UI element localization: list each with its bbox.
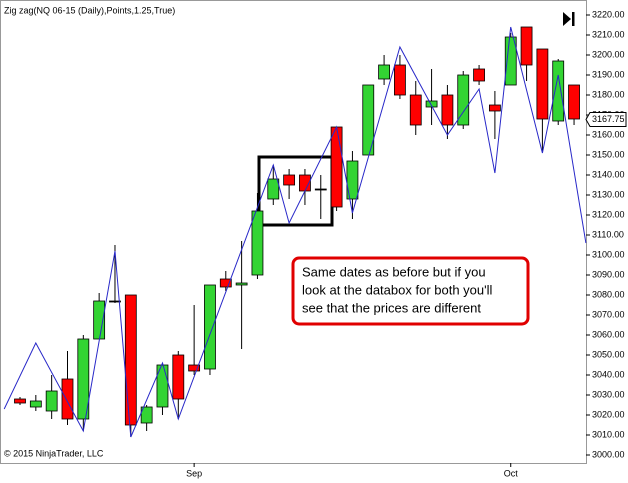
candle-body: [568, 84, 580, 120]
candle-body: [536, 48, 549, 120]
candle-body: [140, 406, 153, 424]
candle-body: [204, 284, 216, 370]
y-tick-label: 3020.00: [592, 409, 625, 419]
candle-body: [235, 282, 248, 286]
y-tick-label: 3110.00: [592, 229, 624, 239]
candle-body: [441, 94, 454, 126]
candle-body: [394, 64, 406, 96]
candle-body: [425, 100, 438, 108]
candle-body: [378, 64, 390, 80]
y-tick-label: 3160.00: [592, 129, 625, 139]
candle-body: [346, 160, 359, 200]
candle-body: [251, 210, 264, 276]
candle-body: [520, 26, 533, 66]
x-tick-label: Oct: [504, 468, 519, 478]
y-tick-label: 3050.00: [592, 349, 625, 359]
y-tick-label: 3100.00: [592, 249, 625, 259]
zigzag-line: [3, 26, 587, 438]
candle-body: [457, 74, 470, 126]
annotation-text: see that the prices are different: [302, 300, 481, 315]
candle-body: [61, 378, 74, 420]
candle-body: [552, 60, 565, 122]
plot-border: [0, 0, 587, 464]
candle-body: [219, 278, 232, 288]
candle-body: [156, 364, 169, 408]
candle-body: [409, 94, 422, 126]
annotation-box: [291, 256, 530, 326]
chart-title: Zig zag(NQ 06-15 (Daily),Points,1.25,Tru…: [4, 5, 175, 15]
y-tick-label: 3060.00: [592, 329, 625, 339]
y-tick-label: 3200.00: [592, 49, 625, 59]
end-icon[interactable]: [572, 12, 575, 26]
candle-body: [473, 68, 485, 82]
y-tick-label: 3220.00: [592, 9, 625, 19]
candle-body: [124, 294, 137, 426]
y-tick-label: 3210.00: [592, 29, 625, 39]
y-tick-label: 3080.00: [592, 289, 625, 299]
y-tick-label: 3120.00: [592, 209, 625, 219]
candle-body: [330, 126, 343, 208]
scroll-icon[interactable]: [563, 12, 575, 26]
x-tick-label: Sep: [186, 468, 202, 478]
y-tick-label: 3030.00: [592, 389, 625, 399]
annotation-text: look at the databox for both you'll: [302, 282, 492, 297]
y-tick-label: 3090.00: [592, 269, 625, 279]
candle-body: [172, 354, 185, 400]
candle-body: [283, 174, 296, 186]
last-price-box: [585, 112, 627, 127]
candle-body: [14, 398, 26, 404]
candle-body: [488, 104, 501, 112]
candle-body: [188, 364, 201, 372]
y-tick-label: 3040.00: [592, 369, 625, 379]
y-tick-label: 3010.00: [592, 429, 625, 439]
candle-body: [77, 338, 90, 420]
copyright: © 2015 NinjaTrader, LLC: [4, 448, 104, 458]
candle-body: [362, 84, 375, 156]
y-tick-label: 3180.00: [592, 89, 625, 99]
y-tick-label: 3000.00: [592, 449, 625, 459]
candle-body: [45, 390, 58, 412]
last-price-label: 3167.75: [592, 114, 625, 124]
candle-body: [29, 400, 42, 408]
candle-body: [109, 300, 121, 303]
y-tick-label: 3070.00: [592, 309, 625, 319]
play-icon[interactable]: [563, 12, 571, 26]
annotation-text: Same dates as before but if you: [302, 264, 486, 279]
candle-body: [504, 36, 517, 86]
candle-body: [314, 188, 327, 191]
y-tick-label: 3150.00: [592, 149, 625, 159]
y-tick-label: 3190.00: [592, 69, 625, 79]
candle-body: [267, 178, 280, 200]
y-tick-label: 3130.00: [592, 189, 625, 199]
y-tick-label: 3140.00: [592, 169, 625, 179]
